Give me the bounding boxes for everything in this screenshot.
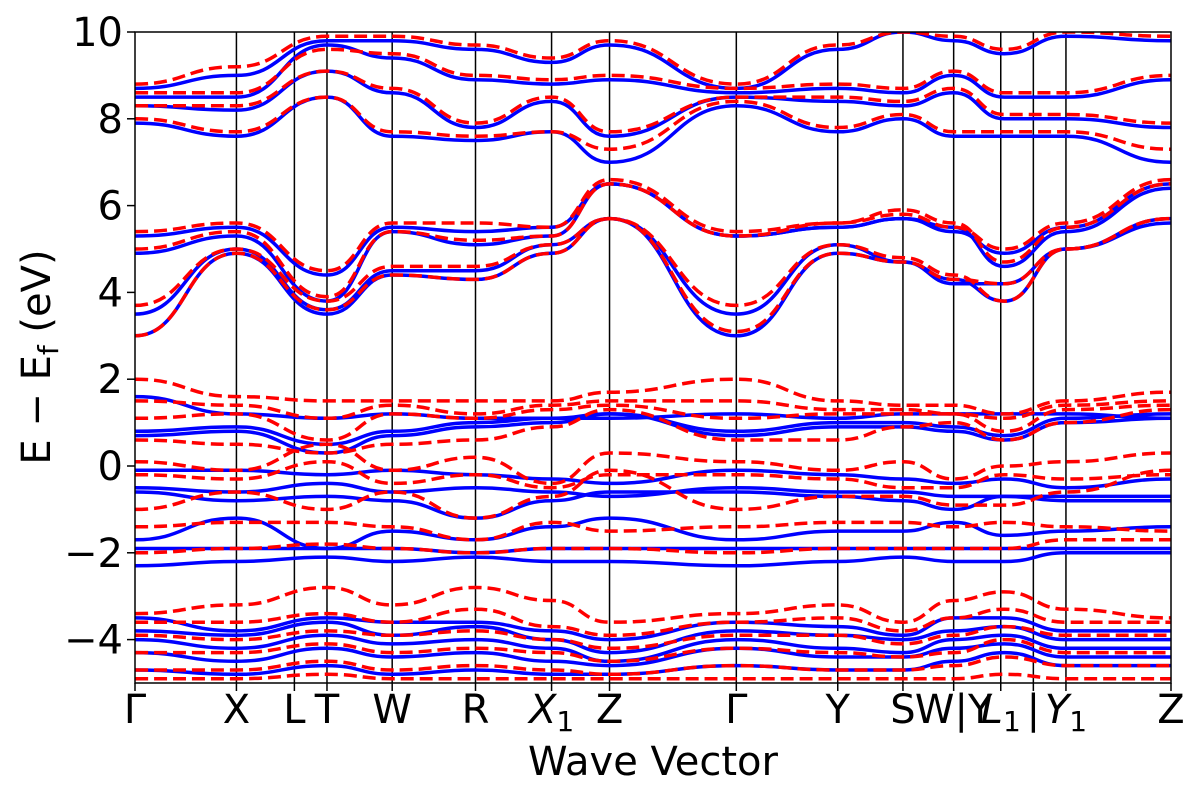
band-line	[135, 672, 1171, 681]
band-line	[135, 459, 1171, 490]
band-line	[135, 216, 1171, 338]
x-axis-ticks: Γ X L T W R X1 Z Γ Y S W|YL1 | Y1 Z	[124, 683, 1185, 738]
x-tick-label: X1	[527, 687, 574, 738]
band-line	[135, 607, 1171, 638]
y-axis-title: E − Ef (eV)	[14, 249, 65, 464]
y-axis-title-subscript: f	[32, 344, 65, 355]
x-tick-label: L1	[981, 687, 1021, 738]
band-line	[135, 216, 1171, 308]
band-line	[135, 520, 1171, 542]
y-tick-label: 10	[72, 10, 123, 56]
band-line	[135, 637, 1171, 664]
y-tick-label: −4	[64, 618, 123, 664]
band-line	[135, 655, 1171, 677]
band-line	[135, 551, 1171, 568]
band-line	[135, 403, 1171, 442]
x-tick-label: |	[1027, 687, 1040, 733]
band-line	[135, 182, 1171, 299]
x-tick-label: X	[223, 687, 250, 733]
y-axis-title-unit: (eV)	[14, 249, 60, 345]
band-line	[135, 442, 1171, 486]
band-line	[135, 616, 1171, 642]
band-line	[135, 538, 1171, 555]
y-tick-label: −2	[64, 531, 123, 577]
x-tick-label: Z	[596, 687, 623, 733]
y-tick-label: 0	[98, 444, 123, 490]
x-tick-label: W|Y	[915, 687, 993, 733]
band-line	[135, 407, 1171, 455]
band-line	[135, 69, 1171, 134]
band-line	[135, 468, 1171, 520]
y-tick-label: 6	[98, 184, 123, 230]
band-line	[135, 624, 1171, 651]
x-tick-label: R	[462, 687, 490, 733]
plot-frame	[134, 31, 1172, 684]
band-line	[135, 633, 1171, 664]
band-line	[135, 95, 1171, 151]
x-tick-label: Γ	[124, 687, 147, 733]
band-line	[135, 32, 1171, 86]
band-line	[135, 490, 1171, 520]
x-tick-label: L	[283, 687, 306, 733]
red-bands-series	[135, 32, 1171, 681]
bands	[135, 32, 1171, 681]
band-line	[135, 620, 1171, 655]
x-tick-label: Y1	[1045, 687, 1087, 738]
y-axis-ticks: −4 −2 0 2 4 6 8 10	[64, 10, 135, 664]
band-line	[135, 468, 1171, 490]
x-axis-title: Wave Vector	[528, 739, 779, 785]
x-tick-label: Y	[825, 687, 851, 733]
band-line	[135, 43, 1171, 99]
x-tick-label: T	[314, 687, 340, 733]
band-line	[135, 32, 1171, 91]
band-line	[135, 585, 1171, 624]
kpoint-separator-lines	[235, 32, 1067, 683]
y-tick-label: 8	[98, 97, 123, 143]
x-tick-label: S	[890, 687, 915, 733]
band-line	[135, 377, 1171, 416]
y-tick-label: 2	[98, 357, 123, 403]
y-axis-title-main: E − E	[14, 355, 60, 465]
x-tick-label: Γ	[725, 687, 748, 733]
y-tick-label: 4	[98, 270, 123, 316]
x-tick-label: W	[372, 687, 412, 733]
x-tick-label: Z	[1157, 687, 1184, 733]
band-line	[135, 399, 1171, 421]
band-line	[135, 642, 1171, 668]
